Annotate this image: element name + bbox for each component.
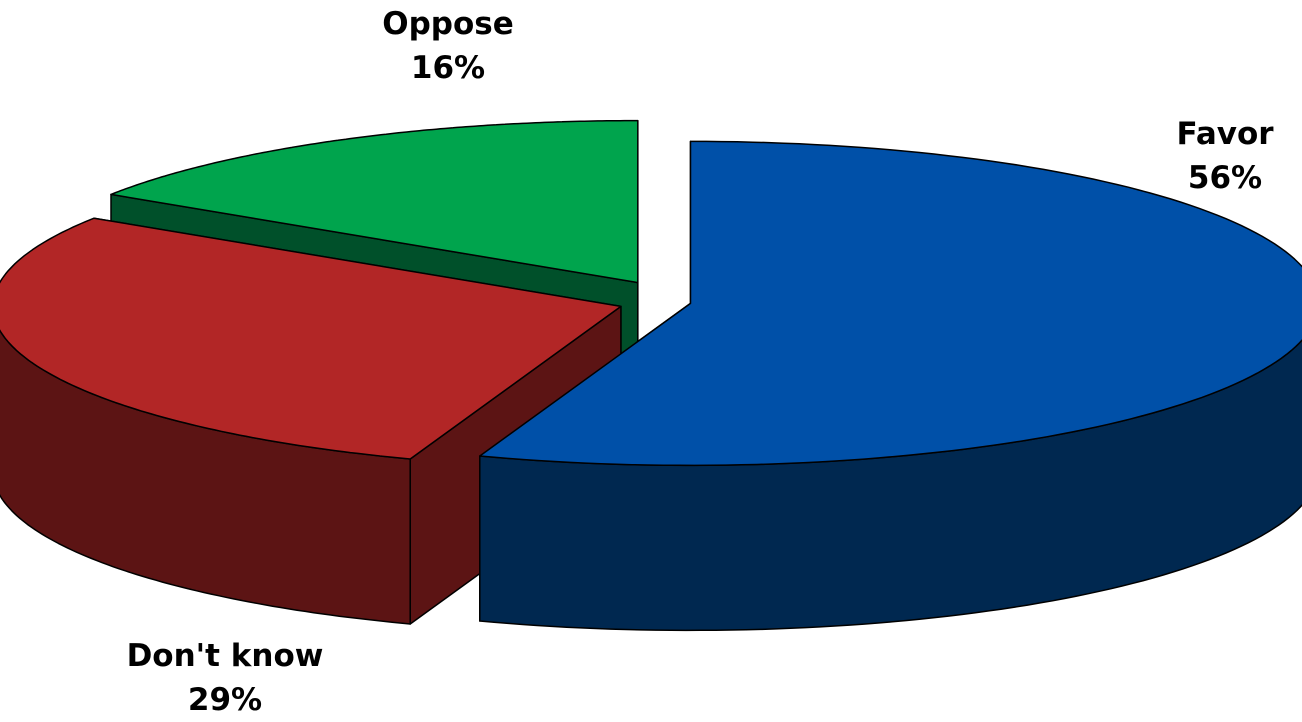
slice-label-dont-know-value: 29% [187,682,263,718]
slice-label-oppose: Oppose 16% [348,2,548,90]
slice-label-oppose-value: 16% [410,50,486,86]
slice-label-favor-name: Favor [1176,116,1274,152]
slice-label-dont-know-name: Don't know [126,638,324,674]
slice-label-favor: Favor 56% [1150,112,1300,200]
slice-oppose [110,119,639,284]
slice-label-favor-value: 56% [1187,160,1263,196]
slice-label-dont-know: Don't know 29% [95,634,355,722]
slice-label-oppose-name: Oppose [382,6,514,42]
slice-don-t-know [0,217,622,460]
slice-favor [479,140,1302,467]
